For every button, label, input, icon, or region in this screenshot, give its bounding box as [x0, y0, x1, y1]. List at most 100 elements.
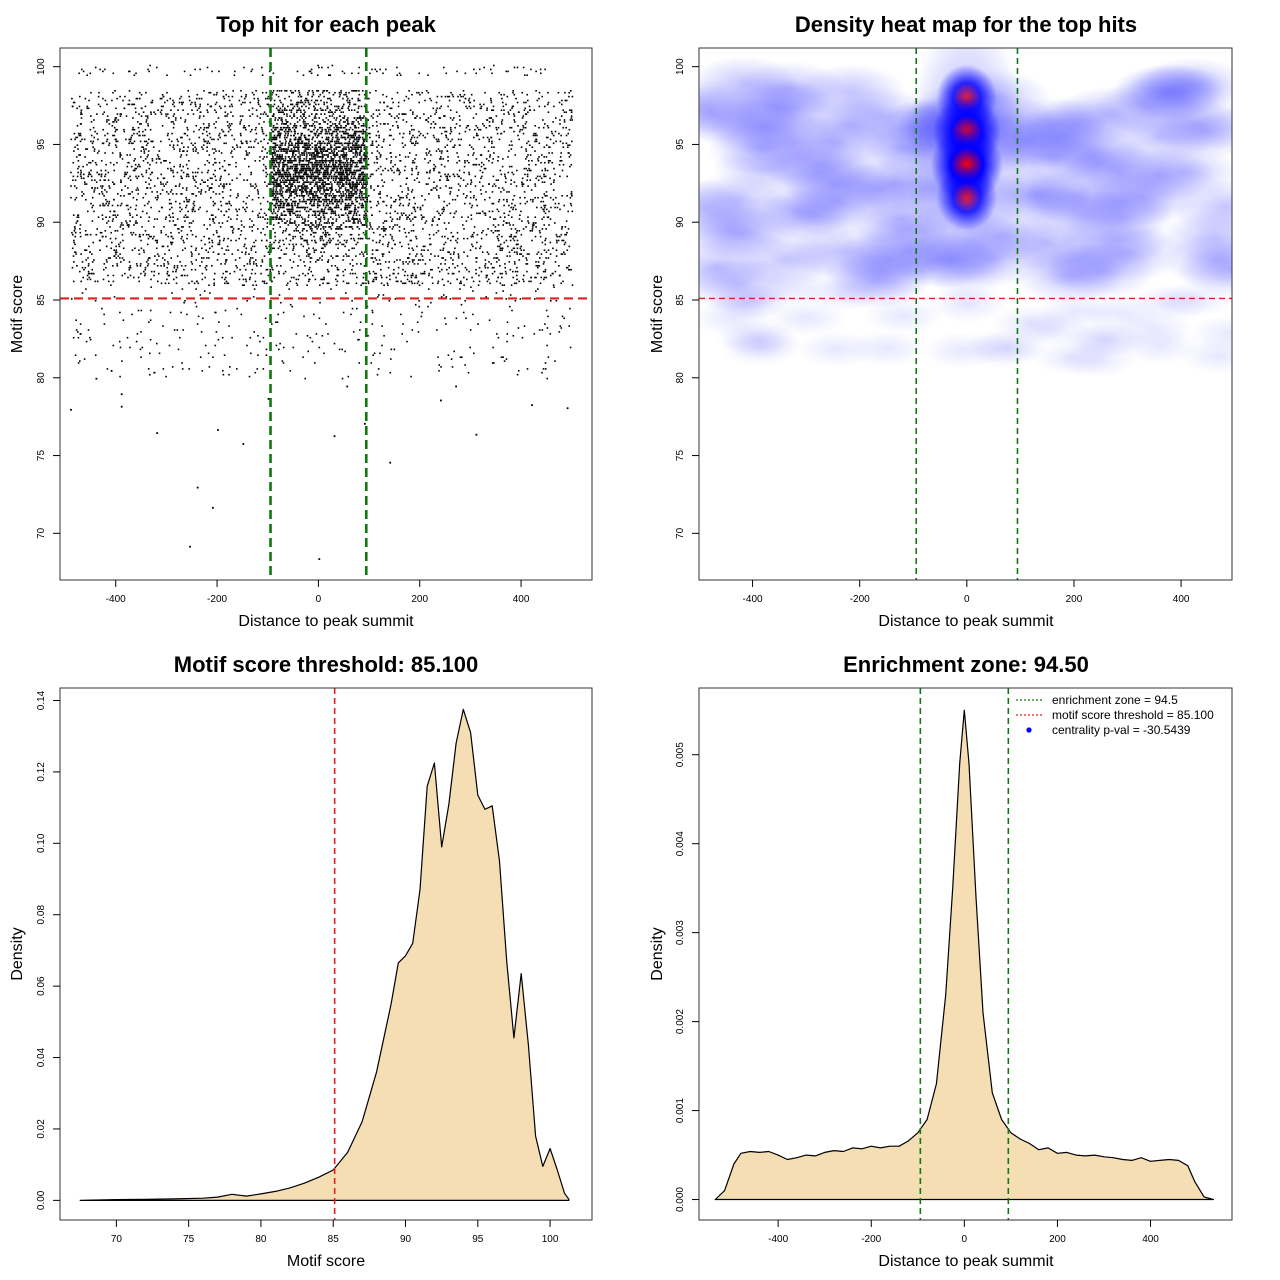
data-point	[355, 243, 357, 246]
data-point	[538, 265, 541, 267]
data-point	[390, 107, 393, 110]
data-point	[413, 208, 416, 211]
data-point	[505, 272, 508, 275]
data-point	[367, 177, 370, 180]
data-point	[276, 144, 279, 146]
data-point	[354, 154, 357, 156]
data-point	[273, 179, 276, 181]
data-point	[358, 218, 361, 220]
data-point	[327, 154, 329, 156]
data-point	[113, 163, 115, 166]
data-point	[152, 237, 154, 240]
data-point	[86, 148, 89, 150]
data-point	[491, 161, 494, 164]
data-point	[401, 245, 403, 248]
data-point	[88, 99, 90, 102]
data-point	[411, 173, 413, 176]
data-point	[524, 126, 527, 129]
data-point	[538, 142, 541, 145]
data-point	[483, 125, 485, 127]
data-point	[228, 99, 231, 102]
data-point	[530, 276, 532, 279]
data-point	[508, 113, 510, 115]
data-point	[456, 265, 459, 267]
data-point	[188, 138, 191, 141]
data-point	[308, 247, 310, 250]
data-point	[224, 111, 227, 113]
data-point	[197, 152, 199, 154]
data-point	[151, 99, 154, 102]
data-point	[147, 161, 149, 164]
data-point	[179, 210, 182, 213]
data-point	[283, 113, 285, 115]
data-point	[236, 266, 238, 269]
data-point	[276, 214, 278, 216]
data-point	[459, 99, 461, 102]
data-point	[478, 128, 480, 131]
data-point	[508, 204, 510, 207]
data-point	[513, 261, 516, 263]
data-point	[389, 144, 391, 146]
data-point	[370, 115, 373, 117]
data-point	[304, 148, 306, 150]
data-point	[307, 175, 310, 178]
data-point	[245, 247, 248, 250]
data-point	[324, 161, 327, 164]
data-point	[289, 239, 292, 242]
data-point	[302, 245, 305, 248]
data-point	[444, 146, 446, 148]
data-point	[280, 200, 282, 203]
data-point	[93, 272, 95, 275]
data-point	[166, 272, 168, 275]
data-point	[146, 115, 149, 117]
data-point	[411, 247, 414, 250]
data-point	[535, 177, 537, 180]
data-point	[141, 210, 144, 213]
data-point	[249, 183, 252, 185]
data-point	[412, 249, 415, 251]
data-point	[468, 97, 471, 100]
data-point	[469, 196, 472, 199]
data-point	[116, 214, 119, 216]
data-point	[309, 148, 312, 150]
data-point	[359, 158, 361, 160]
data-point	[420, 253, 422, 255]
data-point	[307, 101, 310, 104]
data-point	[321, 142, 323, 145]
data-point	[570, 193, 573, 195]
data-point	[442, 257, 444, 259]
data-point	[75, 222, 78, 224]
data-point	[479, 212, 481, 215]
data-point	[91, 196, 94, 199]
data-point	[212, 220, 214, 222]
data-point	[468, 161, 470, 164]
data-point	[128, 212, 131, 215]
data-point	[73, 132, 76, 135]
data-point	[517, 125, 519, 127]
data-point	[112, 121, 114, 123]
data-point	[342, 222, 345, 224]
data-point	[543, 278, 545, 281]
data-point	[399, 196, 401, 199]
data-point	[493, 146, 495, 148]
data-point	[90, 115, 92, 117]
data-point	[398, 230, 401, 232]
data-point	[429, 169, 431, 172]
data-point	[158, 158, 160, 160]
data-point	[384, 167, 387, 170]
data-point	[214, 161, 216, 164]
data-point	[218, 241, 221, 244]
data-point	[525, 113, 528, 115]
data-point	[226, 115, 228, 117]
data-point	[255, 90, 257, 92]
data-point	[86, 274, 89, 277]
data-point	[389, 128, 392, 131]
data-point	[311, 171, 314, 174]
data-point	[547, 111, 550, 113]
data-point	[129, 206, 132, 209]
data-point	[444, 130, 446, 133]
data-point	[332, 218, 334, 220]
data-point	[255, 239, 257, 242]
data-point	[418, 101, 420, 104]
data-point	[335, 146, 337, 148]
